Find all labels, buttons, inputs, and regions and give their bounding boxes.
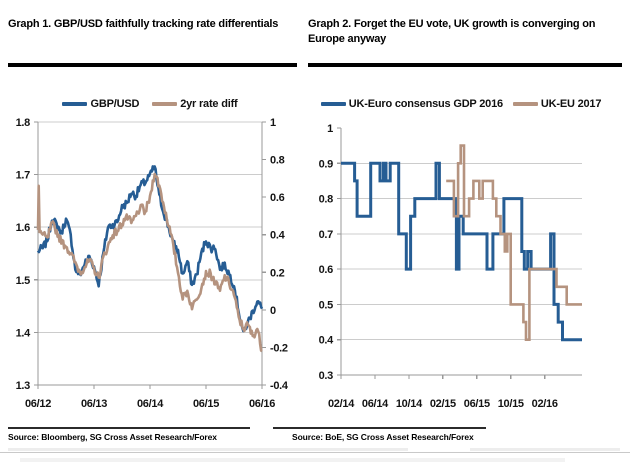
svg-text:1.4: 1.4	[16, 327, 32, 339]
svg-text:06/16: 06/16	[249, 398, 275, 410]
svg-text:0: 0	[270, 305, 276, 317]
svg-text:1: 1	[270, 117, 276, 129]
svg-text:0.4: 0.4	[319, 335, 335, 347]
gbp-usd-line	[36, 165, 264, 333]
gbpusd-legend-label: GBP/USD	[90, 98, 140, 110]
svg-text:1.6: 1.6	[16, 222, 31, 234]
graph1-title-rule	[8, 63, 297, 67]
svg-text:1.8: 1.8	[16, 117, 31, 129]
graph1-legend-item-gbpusd: GBP/USD	[62, 98, 139, 110]
graph1-source: Source: Bloomberg, SG Cross Asset Resear…	[8, 432, 217, 442]
svg-text:1: 1	[327, 123, 333, 135]
svg-text:0.2: 0.2	[270, 267, 285, 279]
uk-eu-2017-line	[446, 144, 582, 341]
graph2-title-rule	[308, 63, 622, 67]
cropped-next-row-text-ghost	[8, 448, 408, 451]
svg-text:0.6: 0.6	[270, 192, 285, 204]
svg-text:0.8: 0.8	[270, 155, 285, 167]
graph2-source: Source: BoE, SG Cross Asset Research/For…	[292, 432, 474, 442]
uk-eu-legend-label: UK-EU 2017	[540, 98, 602, 110]
svg-text:02/16: 02/16	[532, 398, 558, 410]
svg-text:-0.4: -0.4	[270, 380, 289, 392]
graph2-title: Graph 2. Forget the EU vote, UK growth i…	[308, 18, 596, 45]
svg-text:1.7: 1.7	[16, 170, 31, 182]
graph1-source-rule	[8, 427, 250, 429]
svg-text:10/14: 10/14	[396, 398, 423, 410]
uk-euro-legend-label: UK-Euro consensus GDP 2016	[348, 98, 503, 110]
svg-text:06/15: 06/15	[464, 398, 490, 410]
page-bottom-divider	[0, 452, 630, 453]
svg-text:0.7: 0.7	[319, 229, 334, 241]
graph2-plot: 1 0.9 0.8 0.7 0.6 0.5 0.4 0.3 02/14 06/14 10/14 02/…	[319, 123, 582, 410]
svg-text:06/14: 06/14	[362, 398, 389, 410]
svg-text:-0.2: -0.2	[270, 342, 288, 354]
uk-euro-consensus-gdp-2016-line	[341, 161, 582, 342]
svg-text:06/14: 06/14	[137, 398, 164, 410]
rate-diff-line-swatch	[152, 102, 178, 106]
svg-text:0.5: 0.5	[319, 299, 334, 311]
graph1-title: Graph 1. GBP/USD faithfully tracking rat…	[8, 18, 279, 30]
svg-text:1.5: 1.5	[16, 275, 31, 287]
cropped-next-row-text-ghost	[470, 448, 620, 451]
gbpusd-line-swatch	[62, 102, 88, 106]
uk-eu-line-swatch	[512, 102, 538, 106]
graph1-plot: 1.8 1.7 1.6 1.5 1.4 1.3 1 0.8 0.6 0.4 0.2 0 -0.2 -0.4…	[16, 117, 290, 410]
uk-euro-line-swatch	[320, 102, 346, 106]
svg-text:0.4: 0.4	[270, 230, 286, 242]
rate-diff-legend-label: 2yr rate diff	[180, 98, 238, 110]
svg-text:0.9: 0.9	[319, 158, 334, 170]
cropped-next-row-ghost	[20, 458, 565, 462]
svg-text:02/15: 02/15	[430, 398, 456, 410]
svg-text:06/13: 06/13	[81, 398, 107, 410]
svg-text:06/15: 06/15	[193, 398, 219, 410]
svg-text:0.3: 0.3	[319, 370, 334, 382]
svg-text:0.8: 0.8	[319, 194, 334, 206]
graph1-legend-item-ratediff: 2yr rate diff	[152, 98, 238, 110]
graph1-legend: GBP/USD 2yr rate diff	[38, 98, 262, 110]
graph2-legend-item-uk-euro: UK-Euro consensus GDP 2016	[320, 98, 503, 110]
svg-text:02/14: 02/14	[328, 398, 355, 410]
2yr-rate-diff-line	[36, 172, 263, 353]
svg-text:10/15: 10/15	[498, 398, 524, 410]
svg-text:1.3: 1.3	[16, 380, 31, 392]
graph2-source-rule	[273, 427, 486, 429]
graph2-legend-item-uk-eu: UK-EU 2017	[512, 98, 602, 110]
graph2-legend: UK-Euro consensus GDP 2016 UK-EU 2017	[320, 98, 601, 110]
svg-text:0.6: 0.6	[319, 264, 334, 276]
svg-text:06/12: 06/12	[25, 398, 51, 410]
